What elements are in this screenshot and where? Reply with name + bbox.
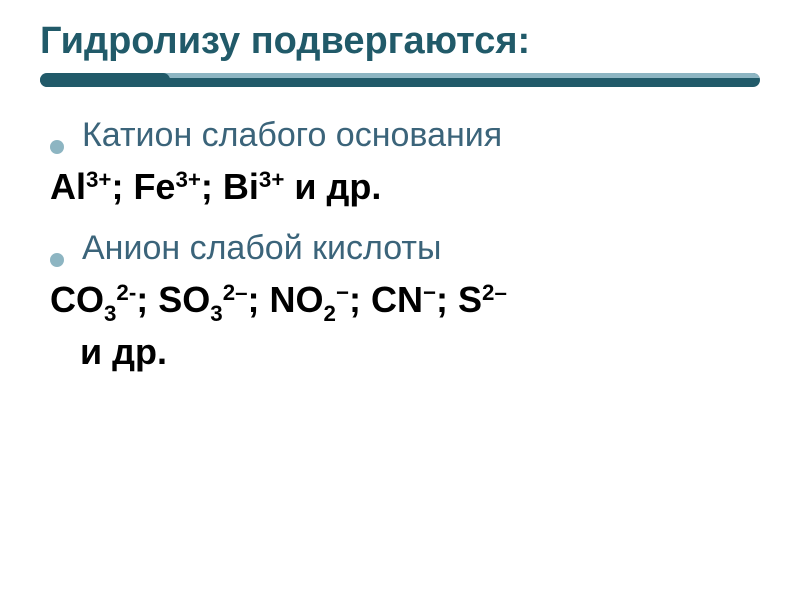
title-underline: [40, 73, 760, 87]
title-underline-bar: [40, 73, 760, 87]
slide: Гидролизу подвергаются: Катион слабого о…: [0, 0, 800, 600]
bullet-heading: Катион слабого основания: [82, 113, 502, 157]
bullet-heading: Анион слабой кислоты: [82, 226, 441, 270]
slide-body: Катион слабого основания Al3+; Fe3+; Bi3…: [40, 113, 760, 377]
title-underline-accent: [40, 73, 170, 87]
slide-title: Гидролизу подвергаются:: [40, 20, 760, 63]
formula-line: Al3+; Fe3+; Bi3+ и др.: [50, 163, 760, 212]
bullet-item: Анион слабой кислоты: [50, 226, 760, 270]
bullet-item: Катион слабого основания: [50, 113, 760, 157]
bullet-dot-icon: [50, 253, 64, 267]
formula-line: CO32-; SO32–; NO2−; CN−; S2– и др.: [50, 276, 760, 377]
bullet-dot-icon: [50, 140, 64, 154]
